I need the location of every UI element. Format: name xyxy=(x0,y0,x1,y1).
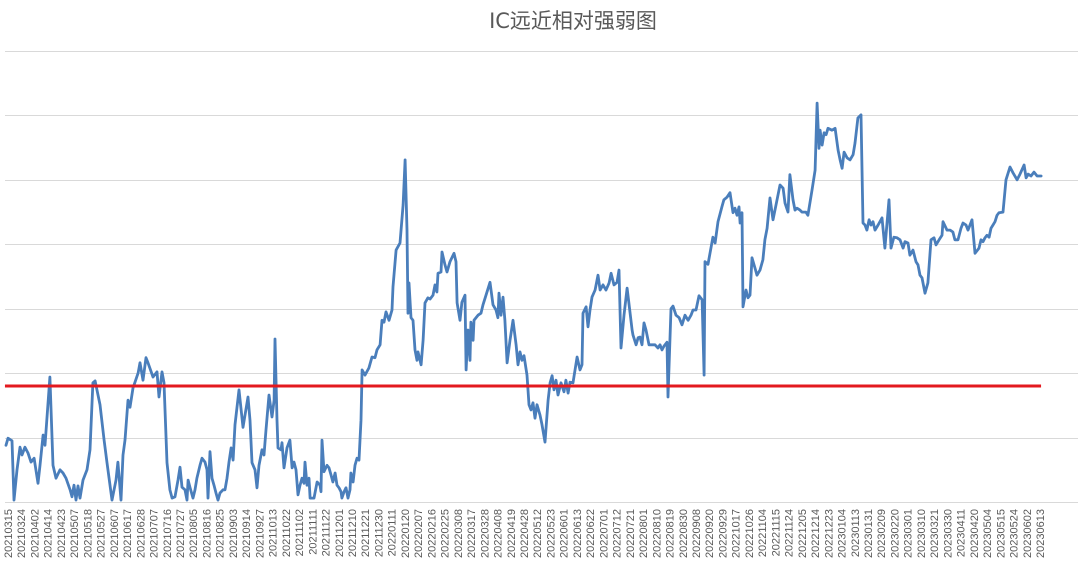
x-axis-label: 20221017 xyxy=(731,509,743,558)
x-axis-label: 20221115 xyxy=(770,509,782,556)
x-axis-label: 20210628 xyxy=(135,509,147,558)
x-axis-label: 20221223 xyxy=(823,509,835,558)
x-axis-label: 20220120 xyxy=(400,509,412,558)
x-axis-label: 20220830 xyxy=(678,509,690,558)
gridlines xyxy=(5,51,1078,503)
x-axis-label: 20220622 xyxy=(585,509,597,558)
x-axis-label: 20211022 xyxy=(281,509,293,557)
x-axis-label: 20210825 xyxy=(215,509,227,558)
x-axis-label: 20220419 xyxy=(506,509,518,558)
x-axis-label: 20221104 xyxy=(757,509,769,557)
x-axis-label: 20211221 xyxy=(360,509,372,557)
x-axis-label: 20220216 xyxy=(426,509,438,558)
x-axis-label: 20211201 xyxy=(334,509,346,557)
x-axis-label: 20211230 xyxy=(374,509,386,557)
x-axis-label: 20220408 xyxy=(493,509,505,558)
x-axis-label: 20220601 xyxy=(559,509,571,558)
x-axis-label: 20210716 xyxy=(162,509,174,558)
x-axis-label: 20230524 xyxy=(1009,509,1021,558)
x-axis-label: 20230310 xyxy=(916,509,928,558)
x-axis-label: 20230504 xyxy=(982,509,994,558)
x-axis-label: 20210607 xyxy=(109,509,121,558)
x-axis-label: 20211111 xyxy=(307,509,319,555)
x-axis-label: 20211013 xyxy=(268,509,280,557)
chart-title: IC远近相对强弱图 xyxy=(489,9,657,33)
x-axis-label: 20230420 xyxy=(969,509,981,558)
x-axis-label: 20220308 xyxy=(453,509,465,558)
x-axis-label: 20210805 xyxy=(188,509,200,558)
x-axis-label: 20211122 xyxy=(321,509,333,556)
x-axis-label: 20230321 xyxy=(929,509,941,558)
x-axis-label: 20220929 xyxy=(718,509,730,558)
x-axis-label: 20221205 xyxy=(797,509,809,558)
x-axis-label: 20211102 xyxy=(294,509,306,556)
series-line xyxy=(4,101,1043,502)
x-axis-label: 20230113 xyxy=(850,509,862,557)
x-axis-label: 20220512 xyxy=(532,509,544,558)
x-axis-label: 20220810 xyxy=(651,509,663,558)
x-axis-label: 20210816 xyxy=(202,509,214,558)
x-axis-label: 20220428 xyxy=(519,509,531,558)
x-axis-label: 20220801 xyxy=(638,509,650,558)
x-axis-labels: 20210315 20210324 20210402 20210414 20210423… xyxy=(3,509,1047,558)
x-axis-label: 20210617 xyxy=(122,509,134,558)
x-axis-label: 20210527 xyxy=(96,509,108,558)
x-axis-label: 20220721 xyxy=(625,509,637,558)
x-axis-label: 20230209 xyxy=(876,509,888,558)
x-axis-label: 20220317 xyxy=(466,509,478,558)
x-axis-label: 20230411 xyxy=(956,509,968,557)
x-axis-label: 20210914 xyxy=(241,509,253,558)
x-axis-label: 20210414 xyxy=(43,509,55,558)
x-axis-label: 20210315 xyxy=(3,509,15,558)
x-axis-label: 20230301 xyxy=(903,509,915,558)
x-axis-label: 20210903 xyxy=(228,509,240,558)
x-axis-label: 20210402 xyxy=(30,509,42,558)
x-axis-label: 20220908 xyxy=(691,509,703,558)
x-axis-label: 20230330 xyxy=(942,509,954,558)
x-axis-label: 20220523 xyxy=(546,509,558,558)
x-axis-label: 20210707 xyxy=(149,509,161,558)
x-axis-label: 20221214 xyxy=(810,509,822,558)
x-axis-label: 20210423 xyxy=(56,509,68,558)
x-axis-label: 20220920 xyxy=(704,509,716,558)
x-axis-label: 20220111 xyxy=(387,509,399,556)
x-axis-label: 20230131 xyxy=(863,509,875,558)
x-axis-label: 20221124 xyxy=(784,509,796,557)
x-axis-label: 20210518 xyxy=(82,509,94,558)
x-axis-label: 20210727 xyxy=(175,509,187,558)
x-axis-label: 20230515 xyxy=(995,509,1007,558)
x-axis-label: 20221026 xyxy=(744,509,756,558)
x-axis-label: 20230104 xyxy=(837,509,849,558)
x-axis-label: 20220701 xyxy=(598,509,610,558)
x-axis-label: 20230602 xyxy=(1022,509,1034,558)
x-axis-label: 20220328 xyxy=(479,509,491,558)
x-axis-label: 20210507 xyxy=(69,509,81,558)
x-axis-label: 20230613 xyxy=(1035,509,1047,558)
x-axis-label: 20220712 xyxy=(612,509,624,558)
x-axis-label: 20220819 xyxy=(665,509,677,558)
x-axis-label: 20220225 xyxy=(440,509,452,558)
x-axis-label: 20211210 xyxy=(347,509,359,557)
x-axis-label: 20220613 xyxy=(572,509,584,558)
x-axis-label: 20210324 xyxy=(16,509,28,558)
x-axis-label: 20210927 xyxy=(254,509,266,558)
x-axis-label: 20220207 xyxy=(413,509,425,558)
x-axis-label: 20230220 xyxy=(890,509,902,558)
